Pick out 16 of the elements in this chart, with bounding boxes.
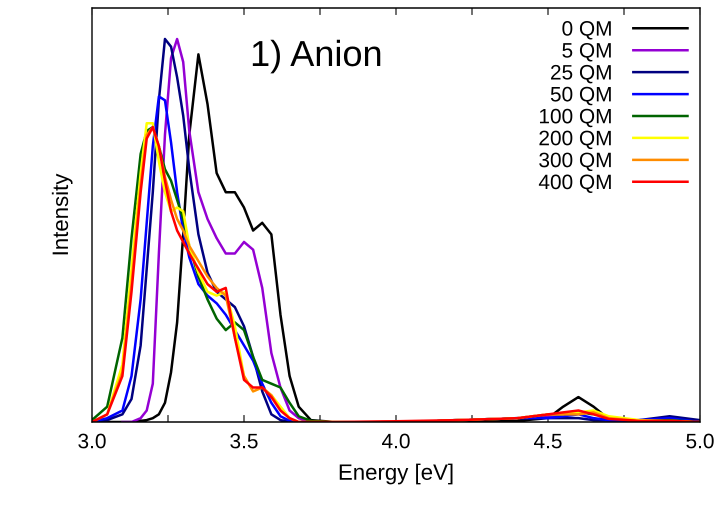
y-axis-title: Intensity [52,174,73,254]
legend-label: 25 QM [551,64,611,84]
x-tick-label: 5.0 [686,434,714,448]
x-tick-label: 3.5 [230,434,258,448]
x-tick-label: 4.0 [382,434,410,448]
chart-title: 1) Anion [252,40,380,74]
legend-label: 50 QM [550,86,611,106]
legend-label: 100 QM [540,108,611,128]
x-tick-label: 4.5 [534,434,562,448]
legend-label: 400 QM [538,174,611,193]
legend-label: 300 QM [539,152,611,172]
legend-label: 200 QM [539,130,611,150]
legend-label: 0 QM [562,21,611,40]
x-tick-label: 3.0 [78,434,106,448]
legend-label: 5 QM [562,42,611,62]
x-axis-title: Energy [eV] [340,464,452,484]
